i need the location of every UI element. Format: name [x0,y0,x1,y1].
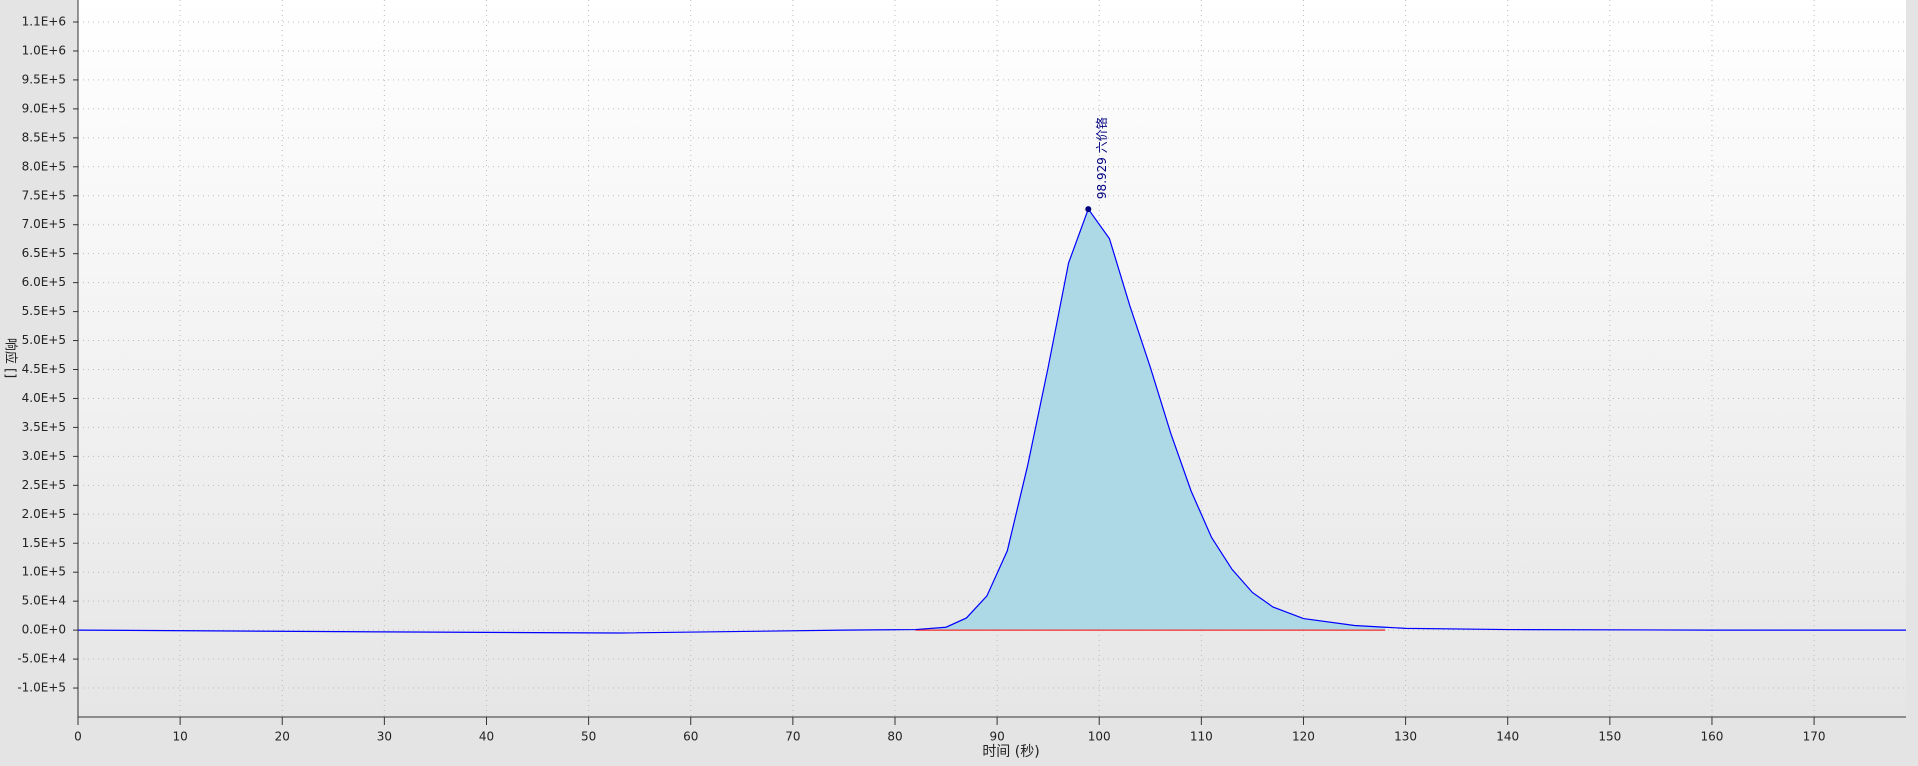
y-tick-label: 9.5E+5 [22,72,66,86]
y-tick-label: 5.5E+5 [22,304,66,318]
peak-area [915,209,1386,631]
x-tick-label: 20 [275,730,290,744]
y-tick-label: 1.1E+6 [22,15,66,29]
x-tick-label: 70 [785,730,800,744]
y-tick-label: 2.5E+5 [22,478,66,492]
signal-line [77,207,1906,634]
peak-annotation: 98.929 六价铬 [1094,117,1109,199]
x-tick-label: 170 [1803,730,1826,744]
y-tick-label: 1.5E+5 [22,536,66,550]
y-tick-label: 0.0E+0 [22,623,66,637]
x-tick-label: 80 [887,730,902,744]
y-tick-label: 8.0E+5 [22,159,66,173]
x-tick-label: 100 [1088,730,1111,744]
x-tick-label: 40 [479,730,494,744]
y-tick-label: 3.5E+5 [22,420,66,434]
x-tick-label: 90 [989,730,1004,744]
y-tick-label: 6.0E+5 [22,275,66,289]
x-tick-label: 140 [1496,730,1519,744]
x-tick-label: 110 [1190,730,1213,744]
x-tick-label: 10 [172,730,187,744]
y-tick-label: 4.0E+5 [22,391,66,405]
y-axis-label: 响应 [] [3,338,19,378]
y-tick-label: 1.0E+5 [22,565,66,579]
y-tick-label: 5.0E+5 [22,333,66,347]
y-tick-label: 8.5E+5 [22,130,66,144]
y-tick-label: 5.0E+4 [22,594,66,608]
x-tick-label: 130 [1394,730,1417,744]
y-tick-label: -1.0E+5 [17,681,66,695]
y-tick-label: 1.0E+6 [22,43,66,57]
y-tick-label: 9.0E+5 [22,101,66,115]
y-tick-label: -5.0E+4 [17,652,66,666]
y-tick-label: 4.5E+5 [22,362,66,376]
x-tick-label: 30 [377,730,392,744]
x-tick-label: 150 [1598,730,1621,744]
y-tick-label: 6.5E+5 [22,246,66,260]
x-tick-label: 0 [74,730,82,744]
x-tick-label: 160 [1701,730,1724,744]
y-tick-label: 2.0E+5 [22,507,66,521]
x-axis-label: 时间 (秒) [982,744,1039,760]
peak-marker [1085,206,1092,213]
y-tick-label: 7.0E+5 [22,217,66,231]
x-tick-label: 50 [581,730,596,744]
y-tick-label: 3.0E+5 [22,449,66,463]
x-tick-label: 60 [683,730,698,744]
y-tick-label: 7.5E+5 [22,188,66,202]
x-tick-label: 120 [1292,730,1315,744]
